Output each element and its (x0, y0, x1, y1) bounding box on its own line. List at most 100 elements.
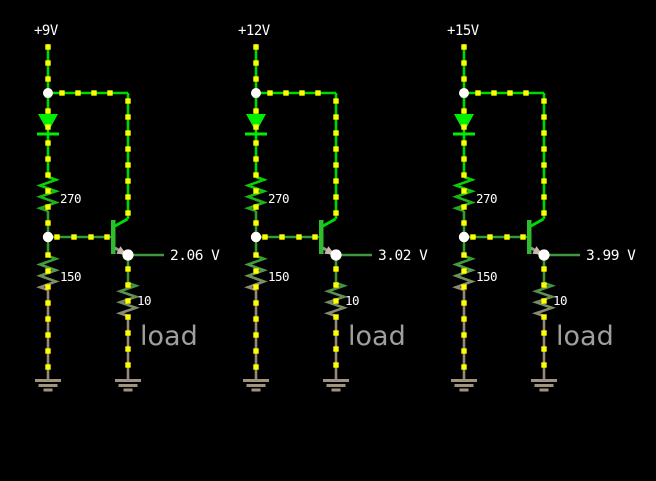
current-dot (461, 348, 467, 354)
current-dot (541, 266, 547, 272)
current-dot (253, 172, 259, 178)
resistor-value-label: 150 (268, 269, 289, 284)
current-dot (45, 252, 51, 258)
current-dot (262, 234, 268, 240)
current-dot (253, 332, 259, 338)
current-dot (333, 114, 339, 120)
diode[interactable] (453, 114, 475, 136)
current-dot (125, 98, 131, 104)
current-dot (507, 90, 513, 96)
output-voltage-label: 3.02 V (378, 248, 428, 264)
junction-dot[interactable] (459, 88, 469, 98)
resistor-series[interactable] (36, 175, 60, 213)
ground-symbol[interactable] (451, 376, 477, 392)
current-dot (88, 234, 94, 240)
current-dot (125, 362, 131, 368)
transistor-base-bar[interactable] (527, 220, 532, 254)
npn-transistor[interactable] (527, 217, 545, 255)
npn-transistor[interactable] (111, 217, 129, 255)
circuit-3: +15V 270 150 10 3.99 V load (447, 23, 637, 392)
current-dot (45, 316, 51, 322)
current-dot (45, 204, 51, 210)
ground-symbol[interactable] (243, 376, 269, 392)
current-dot (253, 300, 259, 306)
resistor-value-label: 150 (60, 269, 81, 284)
current-dot (470, 234, 476, 240)
diode-triangle[interactable] (38, 114, 58, 132)
diode[interactable] (37, 114, 59, 136)
junction-dot[interactable] (458, 231, 470, 243)
resistor-value-label: 270 (476, 191, 497, 206)
ground-symbol[interactable] (115, 376, 141, 392)
current-dot (541, 162, 547, 168)
junction-dot[interactable] (42, 231, 54, 243)
circuit-2: +12V 270 150 10 3.02 V load (238, 23, 429, 392)
current-dot (461, 60, 467, 66)
transistor-base-bar[interactable] (319, 220, 324, 254)
current-dot (461, 220, 467, 226)
current-dot (125, 162, 131, 168)
junction-dot[interactable] (250, 231, 262, 243)
junction-dot[interactable] (251, 88, 261, 98)
resistor-series[interactable] (244, 175, 268, 213)
resistor-value-label: 10 (553, 293, 567, 308)
transistor-base-bar[interactable] (111, 220, 116, 254)
ground-symbol[interactable] (323, 376, 349, 392)
current-dot (333, 314, 339, 320)
current-dot (54, 234, 60, 240)
diode[interactable] (245, 114, 267, 136)
current-dot (541, 114, 547, 120)
current-dot (45, 332, 51, 338)
junction-dot[interactable] (43, 88, 53, 98)
current-dot (461, 188, 467, 194)
current-dot (107, 90, 113, 96)
resistor-series[interactable] (452, 175, 476, 213)
current-dot (333, 346, 339, 352)
transistor-collector-lead[interactable] (530, 217, 545, 228)
current-dot (461, 140, 467, 146)
junction-dot[interactable] (330, 249, 342, 261)
diode-triangle[interactable] (246, 114, 266, 132)
current-dot (541, 282, 547, 288)
current-dot (253, 156, 259, 162)
current-dot (45, 284, 51, 290)
junction-dot[interactable] (538, 249, 550, 261)
current-dot (541, 298, 547, 304)
current-dot (125, 330, 131, 336)
current-dot (541, 130, 547, 136)
current-dot (125, 298, 131, 304)
current-dot (253, 284, 259, 290)
current-dot (45, 76, 51, 82)
current-dot (461, 156, 467, 162)
supply-voltage-label: +9V (34, 23, 59, 39)
current-dot (279, 234, 285, 240)
supply-voltage-label: +15V (447, 23, 480, 39)
resistor-value-label: 270 (268, 191, 289, 206)
current-dot (125, 210, 131, 216)
current-dot (491, 90, 497, 96)
current-dot (461, 204, 467, 210)
current-dot (541, 210, 547, 216)
current-dot (333, 210, 339, 216)
current-dot (45, 348, 51, 354)
current-dot (125, 266, 131, 272)
current-dot (253, 348, 259, 354)
transistor-collector-lead[interactable] (322, 217, 337, 228)
junction-dot[interactable] (122, 249, 134, 261)
ground-symbol[interactable] (531, 376, 557, 392)
transistor-collector-lead[interactable] (114, 217, 129, 228)
ground-symbol[interactable] (35, 376, 61, 392)
current-dot (541, 146, 547, 152)
resistor-value-label: 270 (60, 191, 81, 206)
current-dot (253, 60, 259, 66)
current-dot (125, 130, 131, 136)
npn-transistor[interactable] (319, 217, 337, 255)
current-dot (541, 362, 547, 368)
current-dot (45, 44, 51, 50)
current-dot (461, 316, 467, 322)
current-dot (461, 300, 467, 306)
current-dot (125, 314, 131, 320)
diode-triangle[interactable] (454, 114, 474, 132)
